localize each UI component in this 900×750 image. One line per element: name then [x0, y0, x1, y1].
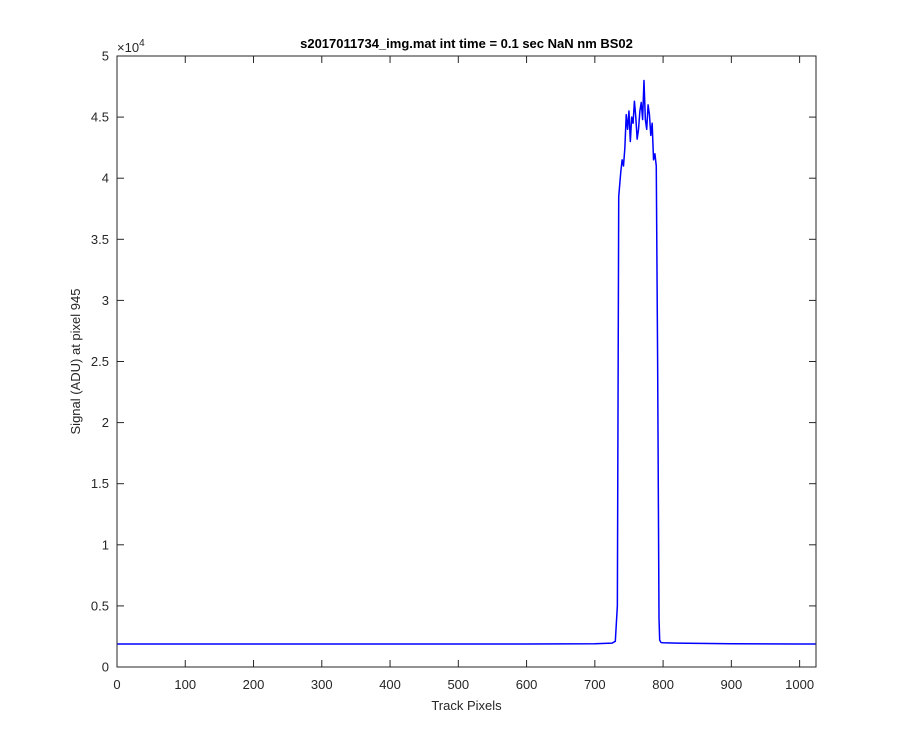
- x-axis-title: Track Pixels: [431, 698, 502, 713]
- y-tick-label: 5: [102, 49, 109, 64]
- y-tick-label: 4.5: [91, 110, 109, 125]
- y-tick-label: 0.5: [91, 598, 109, 613]
- y-axis-title: Signal (ADU) at pixel 945: [68, 289, 83, 435]
- x-tick-label: 100: [174, 677, 196, 692]
- y-tick-label: 1: [102, 537, 109, 552]
- x-axis: 0 100 200 300 400 500 600 700 800 900 1000: [113, 56, 814, 692]
- x-tick-label: 700: [584, 677, 606, 692]
- x-tick-label: 200: [243, 677, 265, 692]
- y-multiplier-exponent: 4: [139, 38, 145, 49]
- x-tick-label: 300: [311, 677, 333, 692]
- x-tick-label: 800: [652, 677, 674, 692]
- y-tick-label: 2.5: [91, 354, 109, 369]
- x-tick-label: 0: [113, 677, 120, 692]
- x-tick-label: 600: [516, 677, 538, 692]
- y-tick-label: 1.5: [91, 476, 109, 491]
- y-tick-label: 3: [102, 293, 109, 308]
- x-tick-label: 400: [379, 677, 401, 692]
- y-tick-label: 2: [102, 415, 109, 430]
- y-tick-label: 4: [102, 171, 109, 186]
- chart-title: s2017011734_img.mat int time = 0.1 sec N…: [300, 36, 633, 51]
- x-tick-label: 500: [447, 677, 469, 692]
- plot-area: [117, 56, 816, 667]
- y-axis: 0 0.5 1 1.5 2 2.5 3 3.5 4 4.5 5: [91, 49, 816, 675]
- y-multiplier-base: ×10: [117, 40, 139, 55]
- y-multiplier: ×104: [117, 38, 145, 55]
- series-layer: [117, 79, 816, 645]
- x-tick-label: 900: [721, 677, 743, 692]
- y-tick-label: 3.5: [91, 232, 109, 247]
- y-tick-label: 0: [102, 660, 109, 675]
- series-line-0: [117, 79, 816, 645]
- x-tick-label: 1000: [785, 677, 814, 692]
